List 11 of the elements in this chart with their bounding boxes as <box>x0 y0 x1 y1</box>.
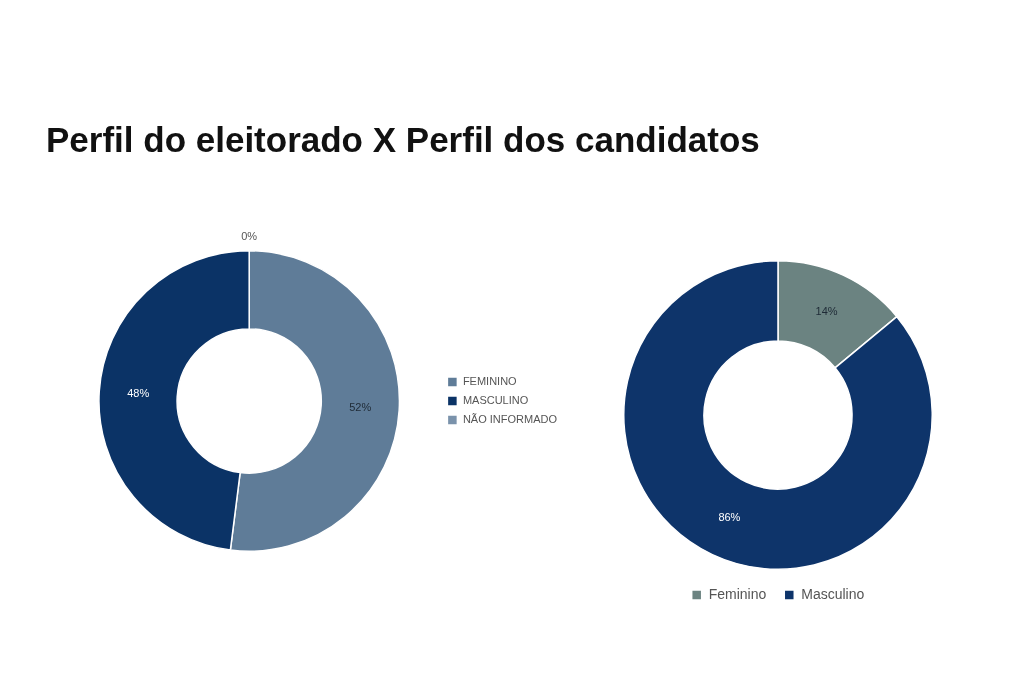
legend-label: NÃO INFORMADO <box>462 413 558 426</box>
legend-label: FEMININO <box>462 375 518 388</box>
legend-label: Masculino <box>801 585 865 602</box>
data-label: 86% <box>718 511 741 524</box>
legend-label: Feminino <box>708 585 767 602</box>
data-label: 52% <box>349 401 372 414</box>
chart-title: Perfil do eleitorado X Perfil dos candidatos <box>46 120 760 160</box>
data-label: 14% <box>815 304 838 317</box>
text: 0% <box>241 229 258 242</box>
data-label: 48% <box>127 387 150 400</box>
legend-label: MASCULINO <box>462 394 529 407</box>
